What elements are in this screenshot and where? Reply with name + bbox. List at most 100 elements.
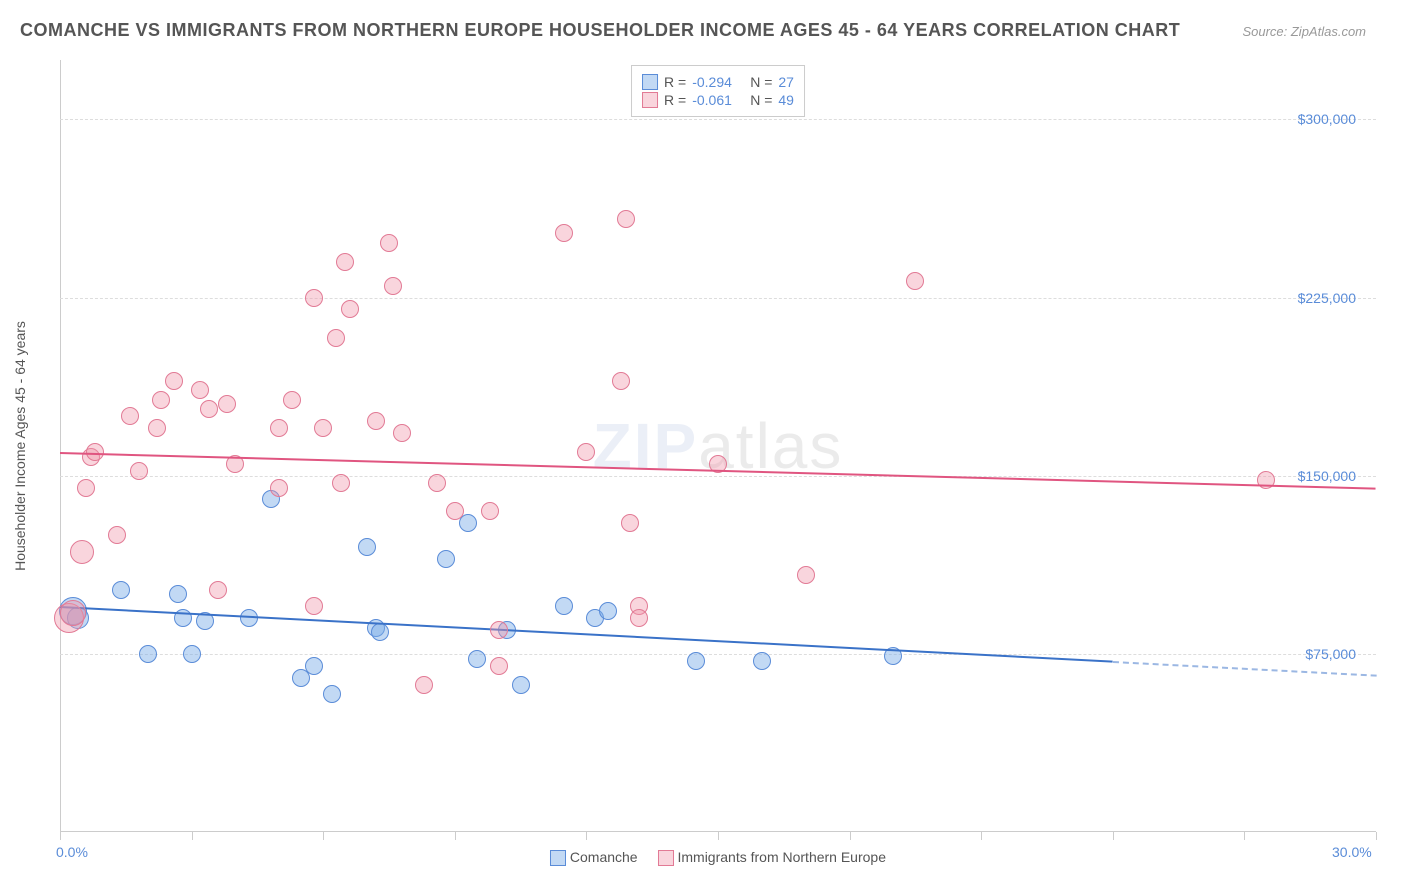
gridline [60, 476, 1376, 477]
chart-title: COMANCHE VS IMMIGRANTS FROM NORTHERN EUR… [20, 20, 1180, 41]
data-point [358, 538, 376, 556]
n-label: N = [750, 92, 772, 108]
data-point [380, 234, 398, 252]
data-point [384, 277, 402, 295]
data-point [305, 289, 323, 307]
n-label: N = [750, 74, 772, 90]
legend-swatch [658, 850, 674, 866]
gridline [60, 298, 1376, 299]
data-point [218, 395, 236, 413]
data-point [240, 609, 258, 627]
legend-item: Immigrants from Northern Europe [658, 849, 886, 866]
data-point [209, 581, 227, 599]
legend-item: Comanche [550, 849, 638, 866]
x-tick [1376, 832, 1377, 840]
trend-line-dashed [1113, 661, 1376, 677]
data-point [415, 676, 433, 694]
data-point [512, 676, 530, 694]
data-point [555, 224, 573, 242]
r-value: -0.061 [692, 92, 744, 108]
x-tick [718, 832, 719, 840]
y-axis [60, 60, 61, 832]
data-point [617, 210, 635, 228]
data-point [270, 419, 288, 437]
data-point [577, 443, 595, 461]
data-point [341, 300, 359, 318]
watermark-zip: ZIP [593, 410, 699, 482]
x-tick [192, 832, 193, 840]
x-tick [323, 832, 324, 840]
legend-bottom: Comanche Immigrants from Northern Europe [550, 849, 886, 866]
data-point [323, 685, 341, 703]
data-point [490, 657, 508, 675]
data-point [305, 657, 323, 675]
data-point [183, 645, 201, 663]
x-tick [1244, 832, 1245, 840]
data-point [481, 502, 499, 520]
legend-label: Comanche [570, 849, 638, 865]
data-point [599, 602, 617, 620]
data-point [428, 474, 446, 492]
legend-swatch [642, 74, 658, 90]
data-point [630, 609, 648, 627]
x-tick [1113, 832, 1114, 840]
r-value: -0.294 [692, 74, 744, 90]
x-tick [586, 832, 587, 840]
y-tick-label: $225,000 [1298, 290, 1356, 306]
data-point [906, 272, 924, 290]
data-point [490, 621, 508, 639]
data-point [437, 550, 455, 568]
y-axis-label: Householder Income Ages 45 - 64 years [12, 321, 28, 571]
r-label: R = [664, 92, 686, 108]
data-point [336, 253, 354, 271]
data-point [797, 566, 815, 584]
data-point [70, 540, 94, 564]
x-tick-label: 30.0% [1332, 844, 1372, 860]
data-point [139, 645, 157, 663]
data-point [305, 597, 323, 615]
plot-region: ZIPatlas R =-0.294N =27R =-0.061N =49 $7… [60, 60, 1376, 832]
data-point [112, 581, 130, 599]
y-tick-label: $150,000 [1298, 468, 1356, 484]
data-point [555, 597, 573, 615]
data-point [612, 372, 630, 390]
data-point [270, 479, 288, 497]
legend-swatch [642, 92, 658, 108]
data-point [152, 391, 170, 409]
data-point [327, 329, 345, 347]
data-point [468, 650, 486, 668]
data-point [60, 600, 86, 626]
data-point [121, 407, 139, 425]
data-point [108, 526, 126, 544]
data-point [191, 381, 209, 399]
data-point [169, 585, 187, 603]
data-point [283, 391, 301, 409]
data-point [367, 412, 385, 430]
y-tick-label: $300,000 [1298, 111, 1356, 127]
x-tick-label: 0.0% [56, 844, 88, 860]
data-point [165, 372, 183, 390]
x-tick [455, 832, 456, 840]
legend-swatch [550, 850, 566, 866]
gridline [60, 654, 1376, 655]
data-point [332, 474, 350, 492]
n-value: 27 [778, 74, 794, 90]
legend-label: Immigrants from Northern Europe [677, 849, 886, 865]
data-point [753, 652, 771, 670]
y-tick-label: $75,000 [1305, 646, 1356, 662]
source-label: Source: ZipAtlas.com [1242, 24, 1366, 39]
data-point [314, 419, 332, 437]
data-point [77, 479, 95, 497]
legend-stat-row: R = -0.294 N = 27 [642, 74, 794, 90]
n-value: 49 [778, 92, 794, 108]
data-point [148, 419, 166, 437]
legend-stats: R = -0.294 N = 27 R = -0.061 N = 49 [631, 65, 805, 117]
data-point [371, 623, 389, 641]
chart-area: Householder Income Ages 45 - 64 years ZI… [60, 60, 1376, 832]
data-point [130, 462, 148, 480]
gridline [60, 119, 1376, 120]
legend-stat-row: R = -0.061 N = 49 [642, 92, 794, 108]
data-point [393, 424, 411, 442]
x-tick [981, 832, 982, 840]
r-label: R = [664, 74, 686, 90]
